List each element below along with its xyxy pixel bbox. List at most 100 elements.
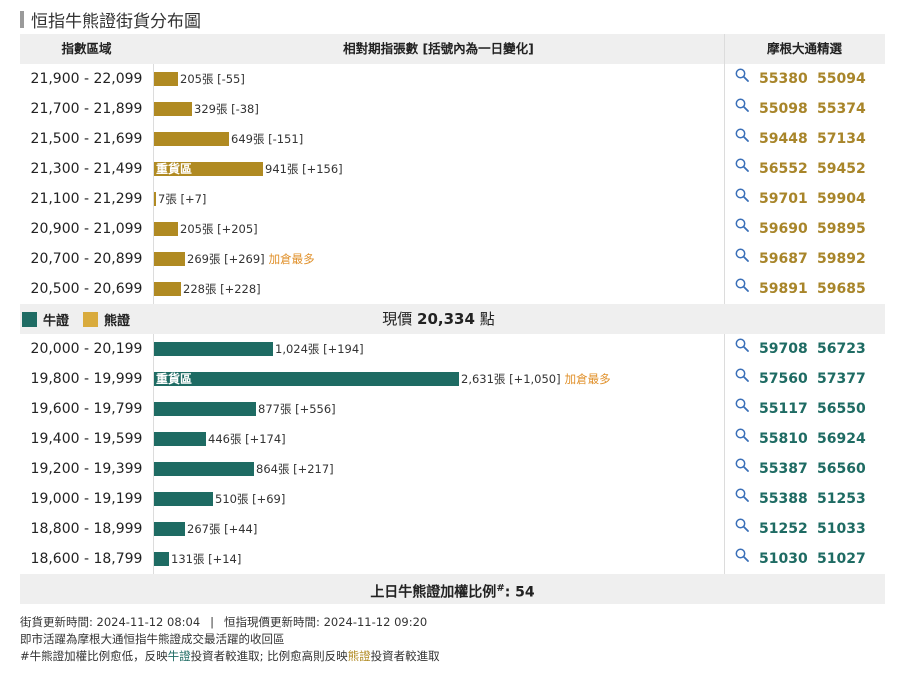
range-label: 21,900 - 22,099 xyxy=(30,71,143,87)
warrant-code-link[interactable]: 55094 xyxy=(817,71,866,87)
header-quantity: 相對期指張數 [括號內為一日變化] xyxy=(343,41,534,56)
warrant-code-link[interactable]: 56924 xyxy=(817,431,866,447)
jpm-select-cell: 59891 59685 xyxy=(724,274,885,304)
warrant-code-link[interactable]: 59708 xyxy=(759,341,808,357)
divider-select-bear xyxy=(724,34,725,304)
quantity-label: 877張 [+556] xyxy=(258,401,336,417)
quantity-bar xyxy=(154,462,254,476)
footnote-ratio-b: 投資者較進取; 比例愈高則反映 xyxy=(190,649,348,663)
quantity-value: 2,631張 [+1,050] xyxy=(461,372,561,386)
table-row: 18,800 - 18,999 267張 [+44] 51252 51033 xyxy=(20,514,885,544)
table-row: 21,700 - 21,899 329張 [-38] 55098 55374 xyxy=(20,94,885,124)
warrant-code-link[interactable]: 57377 xyxy=(817,371,866,387)
jpm-select-cell: 55810 56924 xyxy=(724,424,885,454)
magnifier-icon[interactable] xyxy=(735,68,749,82)
table-row: 20,700 - 20,899 269張 [+269] 加倉最多 59687 59892 xyxy=(20,244,885,274)
quantity-label: 228張 [+228] xyxy=(183,281,261,297)
quantity-label: 1,024張 [+194] xyxy=(275,341,364,357)
jpm-select-cell: 59448 57134 xyxy=(724,124,885,154)
table-row: 21,900 - 22,099 205張 [-55] 55380 55094 xyxy=(20,64,885,94)
quantity-cell: 205張 [-55] xyxy=(154,64,724,94)
warrant-code-link[interactable]: 56560 xyxy=(817,461,866,477)
warrant-code-link[interactable]: 59895 xyxy=(817,221,866,237)
magnifier-icon[interactable] xyxy=(735,488,749,502)
jpm-select-cell: 55387 56560 xyxy=(724,454,885,484)
magnifier-icon[interactable] xyxy=(735,218,749,232)
footnote-ratio: #牛熊證加權比例愈低，反映牛證投資者較進取; 比例愈高則反映熊證投資者較進取 xyxy=(20,648,440,665)
current-price-row: 牛證 熊證 現價 20,334 點 xyxy=(20,304,885,334)
magnifier-icon[interactable] xyxy=(735,128,749,142)
quantity-value: 877張 [+556] xyxy=(258,402,336,416)
warrant-code-link[interactable]: 55098 xyxy=(759,101,808,117)
quantity-cell: 205張 [+205] xyxy=(154,214,724,244)
warrant-code-link[interactable]: 59701 xyxy=(759,191,808,207)
warrant-code-link[interactable]: 55380 xyxy=(759,71,808,87)
quantity-cell: 864張 [+217] xyxy=(154,454,724,484)
warrant-code-link[interactable]: 59687 xyxy=(759,251,808,267)
warrant-code-link[interactable]: 51252 xyxy=(759,521,808,537)
jpm-select-cell: 59687 59892 xyxy=(724,244,885,274)
warrant-code-link[interactable]: 55117 xyxy=(759,401,808,417)
warrant-code-link[interactable]: 57560 xyxy=(759,371,808,387)
quantity-label: 864張 [+217] xyxy=(256,461,334,477)
magnifier-icon[interactable] xyxy=(735,428,749,442)
warrant-code-link[interactable]: 59892 xyxy=(817,251,866,267)
warrant-code-link[interactable]: 57134 xyxy=(817,131,866,147)
jpm-select-cell: 59690 59895 xyxy=(724,214,885,244)
range-label: 21,700 - 21,899 xyxy=(30,101,143,117)
quantity-bar xyxy=(154,252,185,266)
warrant-code-link[interactable]: 55374 xyxy=(817,101,866,117)
magnifier-icon[interactable] xyxy=(735,368,749,382)
range-label: 19,400 - 19,599 xyxy=(30,431,143,447)
warrant-code-link[interactable]: 59891 xyxy=(759,281,808,297)
magnifier-icon[interactable] xyxy=(735,98,749,112)
magnifier-icon[interactable] xyxy=(735,338,749,352)
warrant-code-link[interactable]: 59685 xyxy=(817,281,866,297)
magnifier-icon[interactable] xyxy=(735,188,749,202)
jpm-select-cell: 55388 51253 xyxy=(724,484,885,514)
weighted-ratio-mark: # xyxy=(496,583,505,594)
range-label: 19,200 - 19,399 xyxy=(30,461,143,477)
jpm-select-cell: 57560 57377 xyxy=(724,364,885,394)
table-row: 21,100 - 21,299 7張 [+7] 59701 59904 xyxy=(20,184,885,214)
warrant-code-link[interactable]: 59690 xyxy=(759,221,808,237)
footnote-ratio-c: 投資者較進取 xyxy=(370,649,440,663)
warrant-code-link[interactable]: 59904 xyxy=(817,191,866,207)
quantity-value: 267張 [+44] xyxy=(187,522,258,536)
warrant-code-link[interactable]: 51033 xyxy=(817,521,866,537)
warrant-code-link[interactable]: 56552 xyxy=(759,161,808,177)
warrant-code-link[interactable]: 51253 xyxy=(817,491,866,507)
jpm-select-cell: 56552 59452 xyxy=(724,154,885,184)
quantity-value: 649張 [-151] xyxy=(231,132,304,146)
table-row: 19,600 - 19,799 877張 [+556] 55117 56550 xyxy=(20,394,885,424)
magnifier-icon[interactable] xyxy=(735,278,749,292)
warrant-code-link[interactable]: 56550 xyxy=(817,401,866,417)
quantity-bar xyxy=(154,522,185,536)
warrant-code-link[interactable]: 55388 xyxy=(759,491,808,507)
magnifier-icon[interactable] xyxy=(735,398,749,412)
weighted-ratio-label: 上日牛熊證加權比例 xyxy=(370,584,497,601)
range-label: 20,500 - 20,699 xyxy=(30,281,143,297)
warrant-code-link[interactable]: 59448 xyxy=(759,131,808,147)
heavy-zone-label: 重貨區 xyxy=(156,372,193,386)
quantity-cell: 228張 [+228] xyxy=(154,274,724,304)
warrant-code-link[interactable]: 59452 xyxy=(817,161,866,177)
magnifier-icon[interactable] xyxy=(735,518,749,532)
warrant-code-link[interactable]: 55387 xyxy=(759,461,808,477)
magnifier-icon[interactable] xyxy=(735,548,749,562)
range-label: 20,700 - 20,899 xyxy=(30,251,143,267)
magnifier-icon[interactable] xyxy=(735,248,749,262)
magnifier-icon[interactable] xyxy=(735,458,749,472)
warrant-code-link[interactable]: 55810 xyxy=(759,431,808,447)
current-price: 現價 20,334 點 xyxy=(153,304,724,334)
quantity-label: 446張 [+174] xyxy=(208,431,286,447)
jpm-select-cell: 59701 59904 xyxy=(724,184,885,214)
magnifier-icon[interactable] xyxy=(735,158,749,172)
footnote-active: 即市活躍為摩根大通恒指牛熊證成交最活躍的收回區 xyxy=(20,632,285,646)
warrant-code-link[interactable]: 56723 xyxy=(817,341,866,357)
quantity-bar xyxy=(154,102,192,116)
warrant-code-link[interactable]: 51027 xyxy=(817,551,866,567)
quantity-cell: 269張 [+269] 加倉最多 xyxy=(154,244,724,274)
warrant-code-link[interactable]: 51030 xyxy=(759,551,808,567)
title-accent-bar xyxy=(20,10,24,28)
